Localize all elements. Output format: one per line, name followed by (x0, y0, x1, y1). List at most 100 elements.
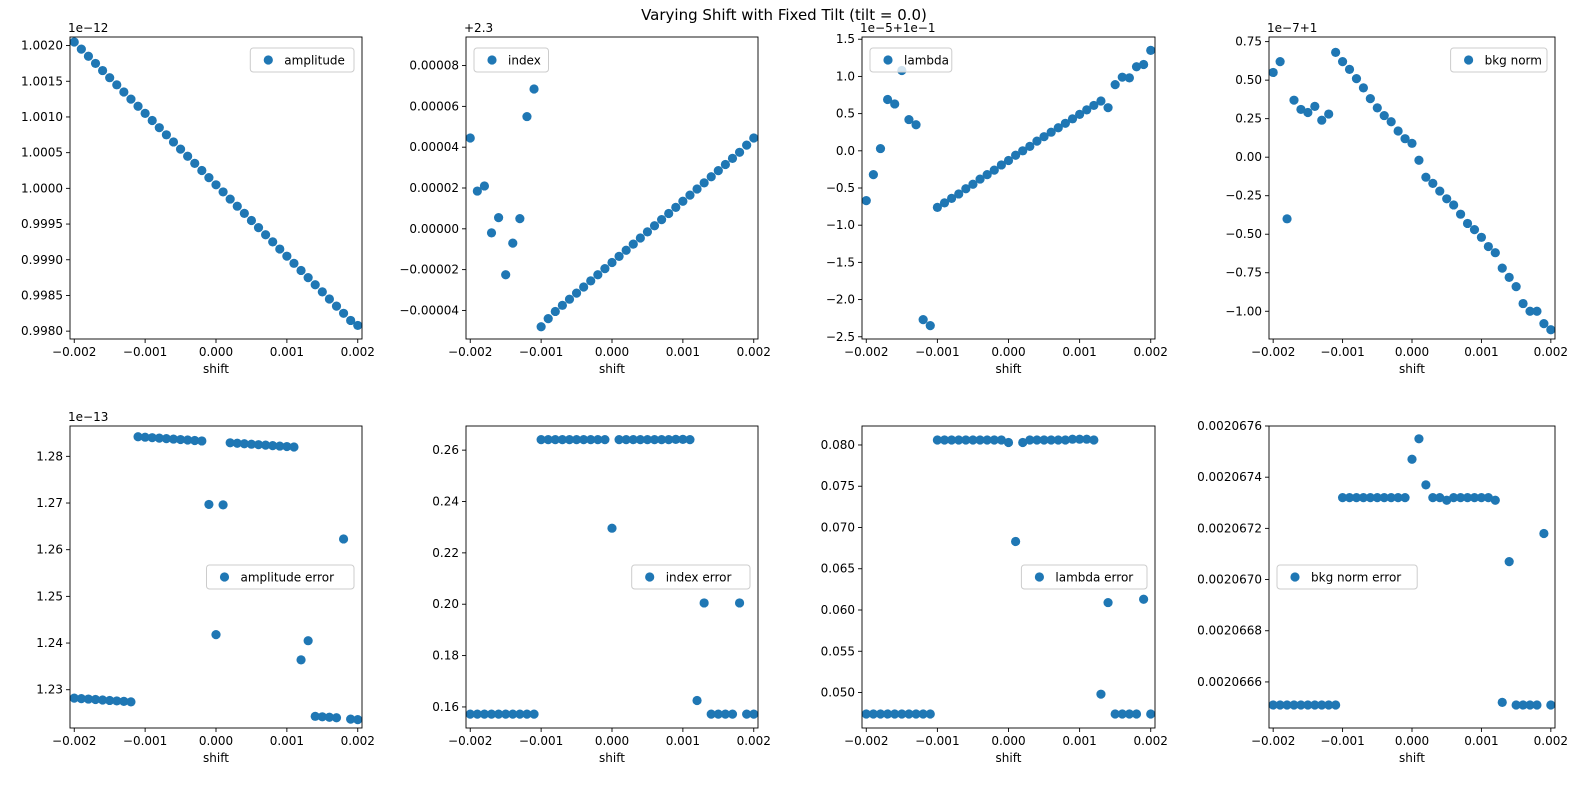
data-point (1539, 528, 1549, 539)
data-point (175, 434, 186, 445)
y-tick-label: 0.00004 (409, 140, 459, 154)
y-tick-label: 1.5 (836, 32, 855, 46)
data-point (289, 258, 299, 268)
data-point (211, 630, 221, 640)
legend-marker (883, 55, 893, 65)
x-tick-label: 0.000 (991, 345, 1025, 359)
data-point (1110, 80, 1120, 90)
data-point (494, 709, 504, 719)
y-tick-label: 0.080 (821, 438, 855, 452)
data-point (133, 432, 143, 442)
data-point (989, 165, 999, 175)
data-point (1414, 155, 1424, 165)
y-tick-label: 0.050 (821, 686, 855, 700)
data-point (961, 184, 971, 194)
y-tick-label: 0.065 (821, 562, 855, 576)
data-point (175, 144, 186, 154)
data-point (1407, 454, 1417, 464)
y-tick-label: −0.00004 (399, 303, 459, 317)
subplot-3: −0.002 −0.001 0.000 0.001 0.002 −2.5 −2.0 −1.5 −… (826, 21, 1168, 376)
data-point (982, 435, 992, 445)
data-point (346, 714, 356, 724)
data-point (939, 198, 950, 208)
data-point (635, 233, 645, 243)
legend: amplitude error (206, 564, 355, 590)
data-point (261, 230, 271, 240)
x-axis-label: shift (1399, 362, 1425, 376)
x-axis-label: shift (203, 362, 229, 376)
data-point (1511, 282, 1521, 292)
y-tick-label: 0.50 (1235, 73, 1262, 87)
data-point (1379, 493, 1389, 503)
x-tick-label: 0.002 (341, 345, 375, 359)
data-point (961, 435, 971, 445)
data-point (1504, 557, 1514, 567)
data-point (939, 435, 950, 445)
data-point (1351, 74, 1362, 84)
data-point (1039, 132, 1049, 142)
data-point (232, 438, 242, 448)
data-point (1442, 194, 1452, 204)
data-point (76, 693, 86, 704)
y-tick-label: 1.24 (36, 636, 63, 650)
data-point (1435, 186, 1445, 196)
x-tick-label: 0.000 (595, 734, 629, 748)
data-point (1504, 272, 1514, 282)
data-point (119, 696, 129, 706)
data-point (112, 80, 122, 90)
data-point (579, 435, 589, 445)
data-point (1117, 709, 1127, 719)
data-point (1344, 493, 1355, 503)
data-point (1449, 493, 1459, 503)
data-point (1372, 103, 1382, 113)
data-point (1483, 241, 1493, 252)
data-point (642, 227, 653, 237)
data-point (83, 51, 94, 61)
data-point (1428, 178, 1438, 188)
data-point (911, 709, 921, 719)
data-point (1282, 214, 1292, 224)
x-tick-label: −0.002 (844, 734, 888, 748)
data-point (911, 120, 921, 130)
data-point (522, 709, 532, 719)
axis-offset-text: 1e−13 (68, 410, 108, 424)
data-point (268, 441, 278, 451)
data-point (331, 301, 342, 311)
data-point (140, 108, 150, 118)
data-point (1067, 114, 1078, 124)
data-point (1089, 435, 1099, 445)
data-point (1032, 136, 1042, 146)
data-point (317, 712, 327, 722)
data-point (861, 196, 871, 206)
data-point (211, 180, 221, 190)
x-tick-label: 0.000 (1395, 734, 1429, 748)
y-tick-label: −0.5 (826, 181, 855, 195)
data-point (1067, 434, 1078, 444)
data-point (1483, 493, 1493, 503)
data-point (1358, 493, 1369, 503)
x-tick-label: 0.002 (341, 734, 375, 748)
data-point (699, 178, 709, 188)
data-point (621, 435, 631, 445)
x-tick-label: 0.000 (991, 734, 1025, 748)
data-point (727, 153, 738, 164)
data-point (105, 73, 115, 83)
data-point (190, 435, 200, 446)
data-point (1331, 47, 1341, 58)
x-tick-label: −0.002 (1251, 345, 1295, 359)
data-point (282, 441, 292, 452)
x-tick-label: 0.002 (1534, 345, 1568, 359)
y-tick-label: 0.0020668 (1197, 624, 1262, 638)
data-point (253, 440, 264, 450)
data-point (147, 433, 157, 443)
y-tick-label: 0.25 (1235, 112, 1262, 126)
data-point (147, 115, 157, 126)
data-point (883, 94, 893, 105)
data-point (628, 239, 638, 249)
x-tick-label: −0.002 (448, 734, 492, 748)
data-point (657, 215, 667, 225)
data-point (324, 294, 334, 304)
data-point (1131, 62, 1142, 72)
legend-box (1276, 564, 1418, 590)
data-point (932, 435, 942, 445)
